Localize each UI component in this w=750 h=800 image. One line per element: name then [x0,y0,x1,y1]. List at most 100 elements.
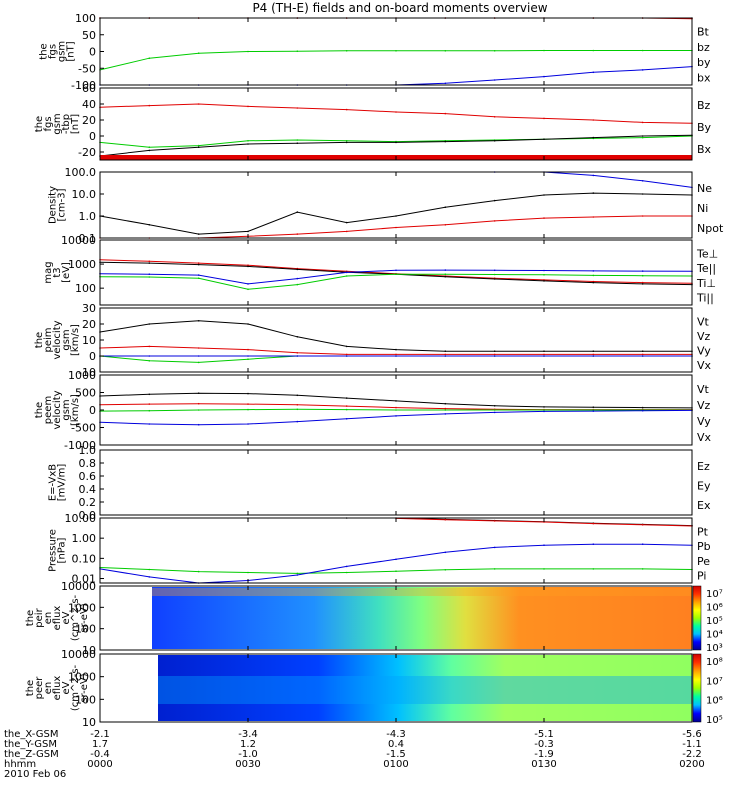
y-axis-label: mag [43,261,54,283]
panel-frame [99,239,693,306]
data-point [197,263,200,266]
y-axis-label: t3 [52,267,63,277]
time-axis-value: 0100 [383,759,408,770]
data-point [247,283,249,285]
time-axis-value: -0.3 [534,739,554,750]
panel-frame [99,449,693,516]
data-point [592,522,595,525]
data-point [592,543,595,545]
y-tick-label: 0 [89,130,96,143]
y-tick-label: 40 [82,98,96,111]
data-point [148,360,151,362]
data-point [197,277,200,280]
time-axis-value: 0.4 [388,739,404,750]
heatmap-band [158,676,692,704]
data-point [641,568,644,570]
y-axis-label: eflux [52,676,63,701]
y-tick-label: 0 [89,350,96,363]
data-point [197,274,200,276]
time-axis-group: the_X-GSM -2.1 -3.4 -4.3 -5.1 -5.6 the_Y-GSM 1.… [4,729,705,780]
data-point [345,345,348,348]
data-point [592,174,595,177]
y-tick-label: 0.10 [72,552,97,565]
y-axis-label: peer [34,676,45,700]
time-axis-value: -1.9 [534,749,554,760]
y-axis-label: [nT] [70,114,81,134]
legend-label: Pi [697,570,706,583]
legend-label: Te⊥ [696,247,718,260]
data-point [197,392,200,395]
data-point [444,402,447,405]
data-point [444,112,447,115]
y-tick-label: 0.1 [79,232,97,245]
legend-label: Te|| [696,262,716,275]
y-axis-label: [km/s] [70,394,81,426]
y-tick-label: 50 [82,29,96,42]
legend-label: Vz [697,330,711,343]
data-point [493,116,496,118]
panel-e_vxb: 1.00.80.60.40.20.0 E=-VxB[mV/m] Ez Ey Ex [48,444,711,522]
y-tick-label: 100 [75,282,96,295]
y-tick-label: -10 [78,366,96,379]
data-point [444,275,447,278]
data-point [247,423,249,425]
y-axis-label: eV [61,611,72,624]
y-axis-label: [cm-3] [57,188,68,221]
series-line-Vy [99,355,692,363]
data-point [345,230,348,233]
data-point [345,355,348,357]
data-point [543,406,545,408]
data-point [247,392,249,395]
data-point [296,233,299,235]
data-point [197,103,200,105]
legend-label: bx [697,71,711,84]
data-point [641,49,644,52]
legend-label: Vy [697,415,711,428]
data-point [592,568,595,570]
data-point [592,270,595,272]
y-tick-label: -100 [71,79,96,92]
data-point [296,277,299,280]
y-axis-label: gsm [52,113,63,134]
colorbar-tick-label: 10⁷ [706,589,723,600]
y-axis-label: gsm [61,399,72,420]
time-axis-value: -5.1 [534,729,554,740]
data-point [641,281,644,284]
data-point [148,260,151,263]
legend-label: Vt [697,383,710,396]
data-point [345,271,348,274]
data-point [592,216,595,218]
data-point [345,418,348,420]
y-axis-label: gsm [61,329,72,350]
data-point [444,350,447,353]
data-point [247,143,249,145]
data-point [148,355,151,357]
colorbar-tick-label: 10³ [706,643,723,654]
data-point [543,138,545,140]
data-point [197,347,200,349]
data-point [345,408,348,411]
time-axis-value: -4.3 [386,729,406,740]
y-axis-label: peem [43,396,54,424]
data-point [345,275,348,277]
data-point [444,269,447,271]
data-point [345,405,348,407]
data-point [345,571,348,574]
data-point [543,280,545,282]
time-axis-value: -0.4 [90,749,110,760]
data-point [296,142,299,144]
data-point [592,280,595,283]
time-axis-value: 0130 [531,759,556,770]
y-axis-label: the [34,332,45,348]
data-point [444,407,447,410]
legend-label: Vx [697,359,712,372]
colorbar-tick-label: 10⁶ [706,696,723,707]
data-point [148,224,151,226]
data-point [543,269,545,272]
data-point [592,410,595,412]
data-point [395,558,397,561]
colorbar-tick-label: 10⁶ [706,603,723,614]
data-point [493,350,496,353]
